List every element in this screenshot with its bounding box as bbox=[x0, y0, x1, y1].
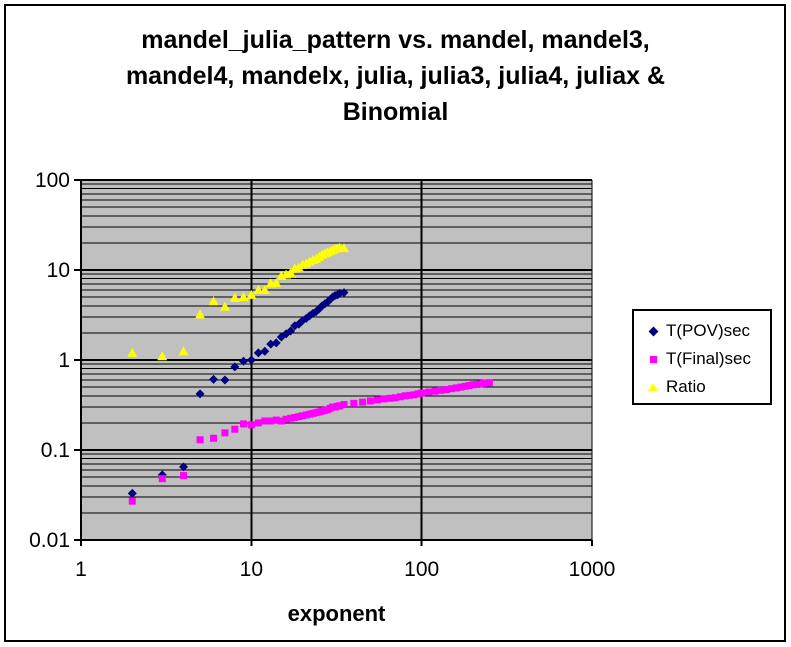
data-point-square bbox=[221, 429, 229, 437]
square-marker-icon bbox=[644, 355, 662, 363]
chart-title-line-1: mandel_julia_pattern vs. mandel, mandel3… bbox=[141, 26, 650, 54]
data-point-triangle bbox=[157, 351, 168, 361]
data-point-square bbox=[359, 398, 367, 406]
data-point-square bbox=[247, 421, 255, 429]
legend-item-tpov: T(POV)sec bbox=[644, 317, 770, 345]
data-point-diamond bbox=[286, 326, 296, 336]
data-point-square bbox=[299, 412, 307, 420]
data-point-diamond bbox=[260, 346, 270, 356]
data-point-square bbox=[425, 388, 433, 396]
chart-title-line-2: mandel4, mandelx, julia, julia3, julia4,… bbox=[125, 62, 666, 90]
data-point-square bbox=[231, 425, 239, 433]
data-point-diamond bbox=[127, 488, 137, 498]
data-point-triangle bbox=[339, 243, 350, 253]
data-point-square bbox=[380, 395, 388, 403]
data-point-square bbox=[485, 379, 493, 387]
diamond-marker-icon bbox=[644, 326, 662, 336]
data-point-triangle bbox=[208, 296, 219, 306]
data-point-square bbox=[158, 475, 166, 483]
data-point-square bbox=[350, 399, 358, 407]
data-point-square bbox=[196, 436, 204, 444]
y-axis-tick-label: 100 bbox=[35, 169, 70, 192]
data-point-square bbox=[261, 417, 269, 425]
data-point-triangle bbox=[127, 347, 138, 357]
data-point-square bbox=[396, 393, 404, 401]
legend-label-tfinal: T(Final)sec bbox=[666, 349, 752, 368]
data-point-triangle bbox=[253, 284, 264, 294]
data-point-diamond bbox=[179, 462, 189, 472]
data-point-square bbox=[267, 417, 275, 425]
data-point-diamond bbox=[220, 375, 230, 385]
data-point-square bbox=[128, 497, 136, 505]
data-point-square bbox=[457, 383, 465, 391]
y-axis-tick-label: 10 bbox=[47, 259, 70, 282]
data-point-square bbox=[291, 413, 299, 421]
data-point-square bbox=[461, 382, 469, 390]
data-point-square bbox=[406, 391, 414, 399]
legend: T(POV)sec T(Final)sec Ratio bbox=[632, 309, 772, 405]
data-point-triangle bbox=[219, 301, 230, 311]
data-point-square bbox=[240, 420, 248, 428]
data-point-square bbox=[340, 401, 348, 409]
data-point-diamond bbox=[339, 288, 349, 298]
data-point-diamond bbox=[271, 338, 281, 348]
data-point-square bbox=[282, 415, 290, 423]
data-point-triangle bbox=[271, 277, 282, 287]
data-point-triangle bbox=[246, 289, 257, 299]
y-axis-tick-label: 1 bbox=[58, 349, 70, 372]
x-axis-tick-label: 1 bbox=[75, 558, 87, 581]
data-point-square bbox=[277, 417, 285, 425]
data-point-triangle bbox=[259, 284, 270, 294]
data-point-square bbox=[373, 396, 381, 404]
legend-label-tpov: T(POV)sec bbox=[666, 321, 751, 340]
data-point-square bbox=[448, 385, 456, 393]
legend-item-tfinal: T(Final)sec bbox=[644, 345, 770, 373]
data-point-diamond bbox=[209, 374, 219, 384]
data-point-square bbox=[254, 419, 262, 427]
data-point-square bbox=[443, 386, 451, 394]
data-point-triangle bbox=[195, 309, 206, 319]
y-axis-tick-label: 0.1 bbox=[41, 439, 70, 462]
data-point-diamond bbox=[195, 389, 205, 399]
chart-title-line-3: Binomial bbox=[342, 98, 449, 126]
data-point-square bbox=[295, 413, 303, 421]
data-point-square bbox=[410, 391, 418, 399]
data-point-diamond bbox=[239, 356, 249, 366]
legend-label-ratio: Ratio bbox=[666, 377, 706, 396]
data-point-square bbox=[452, 384, 460, 392]
data-point-square bbox=[401, 392, 409, 400]
data-point-diamond bbox=[230, 362, 240, 372]
triangle-marker-icon bbox=[644, 383, 662, 391]
data-point-triangle bbox=[229, 292, 240, 302]
data-point-diamond bbox=[253, 348, 263, 358]
data-point-diamond bbox=[246, 355, 256, 365]
data-point-square bbox=[465, 382, 473, 390]
data-point-square bbox=[391, 394, 399, 402]
x-axis-tick-label: 10 bbox=[240, 558, 263, 581]
x-axis-tick-label: 1000 bbox=[569, 558, 616, 581]
data-point-square bbox=[336, 402, 344, 410]
data-point-triangle bbox=[238, 292, 249, 302]
y-axis-tick-label: 0.01 bbox=[29, 529, 70, 552]
legend-item-ratio: Ratio bbox=[644, 373, 770, 401]
data-point-square bbox=[418, 389, 426, 397]
x-axis-title: exponent bbox=[287, 601, 386, 626]
data-point-triangle bbox=[178, 346, 189, 356]
data-point-square bbox=[180, 472, 188, 480]
x-axis-tick-label: 100 bbox=[404, 558, 439, 581]
data-point-square bbox=[287, 414, 295, 422]
data-point-square bbox=[272, 416, 280, 424]
data-point-square bbox=[366, 397, 374, 405]
data-point-square bbox=[437, 386, 445, 394]
data-point-square bbox=[469, 381, 477, 389]
chart-title: mandel_julia_pattern vs. mandel, mandel3… bbox=[0, 22, 791, 130]
data-point-square bbox=[431, 387, 439, 395]
data-point-square bbox=[386, 394, 394, 402]
data-point-square bbox=[210, 434, 218, 442]
data-point-square bbox=[414, 390, 422, 398]
